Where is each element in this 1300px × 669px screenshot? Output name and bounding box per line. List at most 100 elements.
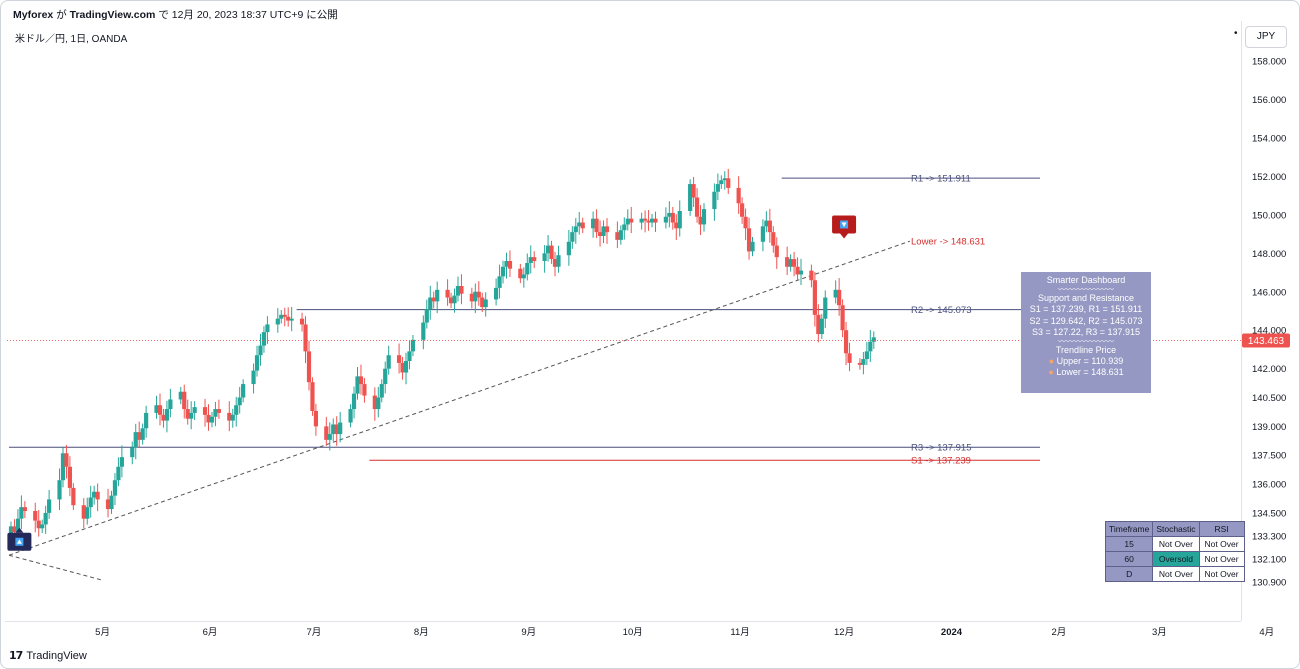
candle-body	[746, 228, 752, 252]
symbol-info[interactable]: 米ドル／円, 1日, OANDA	[15, 34, 128, 45]
candle-body	[476, 291, 481, 298]
price-tick-label: 139.000	[1252, 422, 1286, 433]
candle-body	[137, 432, 142, 440]
stochastic-cell: Not Over	[1152, 536, 1200, 552]
candle-body	[566, 241, 571, 256]
candle-body	[112, 480, 118, 496]
candle-body	[303, 324, 308, 352]
candle-body	[528, 257, 533, 263]
dashboard-lower: ● Lower = 148.631	[1021, 367, 1151, 378]
price-tick-label: 133.300	[1252, 531, 1286, 542]
candle-body	[407, 351, 412, 361]
candle-body	[15, 518, 21, 533]
candle-body	[715, 184, 720, 192]
candle-body	[459, 285, 464, 294]
indicator-table: Timeframe Stochastic RSI 15 Not Over Not…	[1104, 521, 1245, 582]
candle-body	[525, 262, 530, 275]
candle-body	[556, 255, 561, 267]
timeframe-cell: 60	[1104, 551, 1154, 567]
candle-body	[258, 345, 263, 356]
table-row: 60 Oversold Not Over	[1104, 551, 1245, 567]
dashboard-title: Smarter Dashboard	[1046, 275, 1126, 285]
price-tick-label: 130.900	[1252, 578, 1286, 589]
candle-body	[518, 268, 523, 279]
candle-body	[809, 270, 814, 281]
time-tick-label: 2月	[1051, 627, 1066, 638]
candle-body	[213, 409, 218, 417]
header-stochastic: Stochastic	[1152, 521, 1200, 537]
price-tick-label: 152.000	[1252, 172, 1286, 183]
site-name[interactable]: TradingView.com	[69, 9, 156, 21]
candle-body	[164, 409, 170, 421]
lower-trendline	[8, 240, 911, 556]
candle-body	[265, 324, 270, 333]
author-name[interactable]: Myforex	[13, 9, 54, 21]
dashboard-sr-line2: S2 = 129.642, R2 = 145.073	[1029, 315, 1143, 326]
rsi-cell: Not Over	[1198, 536, 1245, 552]
author-via: が	[56, 9, 67, 21]
candle-body	[227, 412, 232, 421]
time-tick-label: 4月	[1259, 627, 1274, 638]
candle-body	[455, 285, 461, 296]
candle-body	[400, 362, 405, 373]
candle-body	[649, 218, 655, 223]
candle-body	[209, 416, 215, 423]
level-label-r3: R3 -> 137.915	[911, 443, 971, 454]
price-tick-label: 146.000	[1252, 287, 1286, 298]
time-tick-label: 5月	[95, 627, 110, 638]
timeframe-cell: 15	[1104, 536, 1154, 552]
price-tick-label: 142.000	[1252, 364, 1286, 375]
candle-body	[701, 209, 707, 225]
dashboard-divider-2: 〰〰〰〰〰〰〰	[1058, 337, 1114, 347]
candle-body	[663, 216, 668, 223]
time-tick-label: 10月	[623, 627, 643, 638]
price-tick-label: 150.000	[1252, 210, 1286, 221]
candle-body	[313, 410, 319, 427]
signal-markers	[7, 215, 857, 551]
time-tick-label: 12月	[834, 627, 854, 638]
candle-body	[642, 218, 648, 221]
candle-body	[764, 220, 769, 227]
header-timeframe: Timeframe	[1104, 521, 1154, 537]
candle-body	[105, 499, 111, 510]
candle-body	[403, 360, 409, 373]
price-tick-label: 140.500	[1252, 393, 1286, 404]
time-tick-label: 6月	[203, 627, 218, 638]
candle-body	[43, 512, 48, 525]
candle-body	[629, 218, 634, 223]
candle-body	[577, 222, 582, 227]
candle-body	[310, 382, 315, 411]
candle-body	[182, 391, 187, 410]
candle-body	[552, 259, 558, 267]
candle-body	[868, 341, 873, 352]
candle-body	[712, 191, 717, 210]
candle-body	[144, 412, 149, 429]
candle-body	[791, 259, 797, 267]
candle-body	[331, 424, 336, 435]
candle-body	[639, 218, 644, 223]
last-price-label: 143.463	[1248, 336, 1285, 347]
table-row: D Not Over Not Over	[1104, 566, 1245, 582]
candle-body	[653, 218, 658, 223]
candle-body	[445, 289, 450, 298]
currency-button[interactable]: JPY	[1245, 26, 1287, 48]
candle-body	[785, 257, 790, 267]
candle-body	[130, 447, 135, 458]
candle-body	[670, 212, 675, 223]
candle-body	[383, 368, 388, 385]
candles	[8, 168, 876, 543]
candle-body	[306, 351, 312, 383]
candle-body	[275, 318, 280, 325]
candle-body	[594, 218, 599, 233]
candle-body	[618, 230, 623, 240]
candle-body	[254, 355, 260, 371]
candle-body	[157, 405, 163, 415]
candle-body	[8, 526, 14, 538]
last-price-tag	[1242, 333, 1290, 348]
candle-body	[816, 314, 821, 335]
candle-body	[40, 524, 45, 529]
footer-brand[interactable]: 𝟭𝟳 TradingView	[9, 649, 87, 663]
time-tick-label: 8月	[414, 627, 429, 638]
candle-body	[740, 203, 745, 217]
